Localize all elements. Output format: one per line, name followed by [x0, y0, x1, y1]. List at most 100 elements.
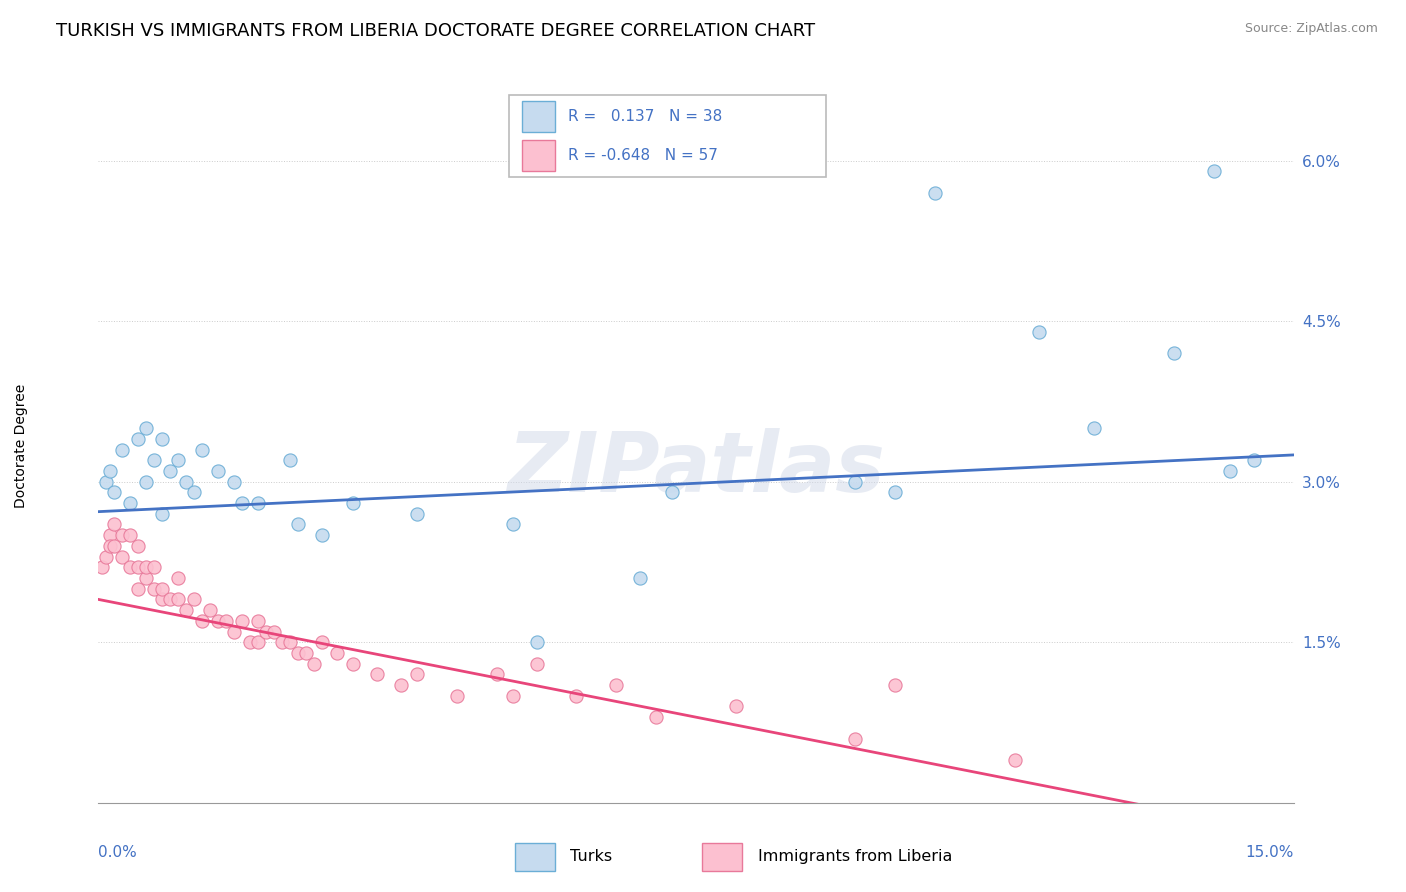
Point: [135, 421, 157, 435]
Point: [1219, 464, 1241, 478]
Point: [127, 560, 149, 574]
Point: [174, 475, 197, 489]
Point: [120, 496, 142, 510]
Point: [263, 624, 285, 639]
Point: [207, 464, 229, 478]
Point: [120, 528, 142, 542]
Point: [565, 689, 588, 703]
Point: [287, 517, 309, 532]
Point: [924, 186, 946, 200]
Point: [485, 667, 508, 681]
Point: [215, 614, 238, 628]
Point: [246, 496, 269, 510]
Point: [135, 560, 157, 574]
Point: [254, 624, 277, 639]
Point: [127, 432, 149, 446]
Point: [1202, 164, 1225, 178]
Point: [159, 592, 181, 607]
Point: [287, 646, 309, 660]
Text: TURKISH VS IMMIGRANTS FROM LIBERIA DOCTORATE DEGREE CORRELATION CHART: TURKISH VS IMMIGRANTS FROM LIBERIA DOCTO…: [56, 22, 815, 40]
Point: [406, 667, 429, 681]
Point: [167, 592, 190, 607]
Point: [135, 571, 157, 585]
Text: Source: ZipAtlas.com: Source: ZipAtlas.com: [1244, 22, 1378, 36]
Point: [191, 442, 214, 457]
Point: [150, 432, 173, 446]
Point: [502, 517, 524, 532]
Text: ZIPatlas: ZIPatlas: [508, 428, 884, 509]
Point: [167, 453, 190, 467]
Point: [174, 603, 197, 617]
Point: [239, 635, 262, 649]
FancyBboxPatch shape: [509, 95, 827, 177]
Text: R =   0.137   N = 38: R = 0.137 N = 38: [568, 109, 721, 124]
Point: [844, 731, 866, 746]
Point: [150, 582, 173, 596]
Point: [502, 689, 524, 703]
Point: [96, 475, 118, 489]
Point: [342, 657, 364, 671]
Point: [150, 592, 173, 607]
FancyBboxPatch shape: [523, 102, 554, 132]
Point: [98, 528, 122, 542]
Point: [191, 614, 214, 628]
Point: [294, 646, 316, 660]
Point: [103, 485, 125, 500]
Point: [884, 678, 907, 692]
Text: Turks: Turks: [571, 849, 613, 863]
Point: [1243, 453, 1265, 467]
Point: [96, 549, 118, 564]
Point: [222, 475, 245, 489]
Point: [1028, 325, 1050, 339]
Point: [135, 475, 157, 489]
Point: [120, 560, 142, 574]
Point: [143, 582, 166, 596]
Point: [645, 710, 668, 724]
Point: [127, 539, 149, 553]
Point: [103, 539, 125, 553]
Point: [98, 539, 122, 553]
Point: [526, 657, 548, 671]
Point: [446, 689, 468, 703]
Point: [406, 507, 429, 521]
Point: [605, 678, 627, 692]
Point: [150, 507, 173, 521]
FancyBboxPatch shape: [515, 843, 555, 871]
Point: [222, 624, 245, 639]
Point: [302, 657, 325, 671]
Point: [183, 485, 205, 500]
Point: [884, 485, 907, 500]
Point: [231, 614, 253, 628]
Point: [326, 646, 349, 660]
Point: [98, 464, 122, 478]
Point: [183, 592, 205, 607]
Point: [311, 635, 333, 649]
Text: 0.0%: 0.0%: [98, 845, 138, 860]
Point: [366, 667, 388, 681]
Text: Doctorate Degree: Doctorate Degree: [14, 384, 28, 508]
Point: [1163, 346, 1185, 360]
Point: [724, 699, 747, 714]
Text: R = -0.648   N = 57: R = -0.648 N = 57: [568, 148, 717, 163]
Point: [278, 453, 301, 467]
Point: [207, 614, 229, 628]
Point: [111, 549, 134, 564]
Point: [143, 453, 166, 467]
Point: [231, 496, 253, 510]
Point: [1083, 421, 1105, 435]
Point: [278, 635, 301, 649]
Point: [159, 464, 181, 478]
Point: [127, 582, 149, 596]
Point: [342, 496, 364, 510]
Point: [526, 635, 548, 649]
Point: [1004, 753, 1026, 767]
Point: [111, 442, 134, 457]
FancyBboxPatch shape: [523, 140, 554, 170]
Point: [103, 517, 125, 532]
Point: [389, 678, 412, 692]
Point: [270, 635, 292, 649]
Point: [143, 560, 166, 574]
Point: [661, 485, 683, 500]
Text: Immigrants from Liberia: Immigrants from Liberia: [758, 849, 952, 863]
Point: [246, 614, 269, 628]
